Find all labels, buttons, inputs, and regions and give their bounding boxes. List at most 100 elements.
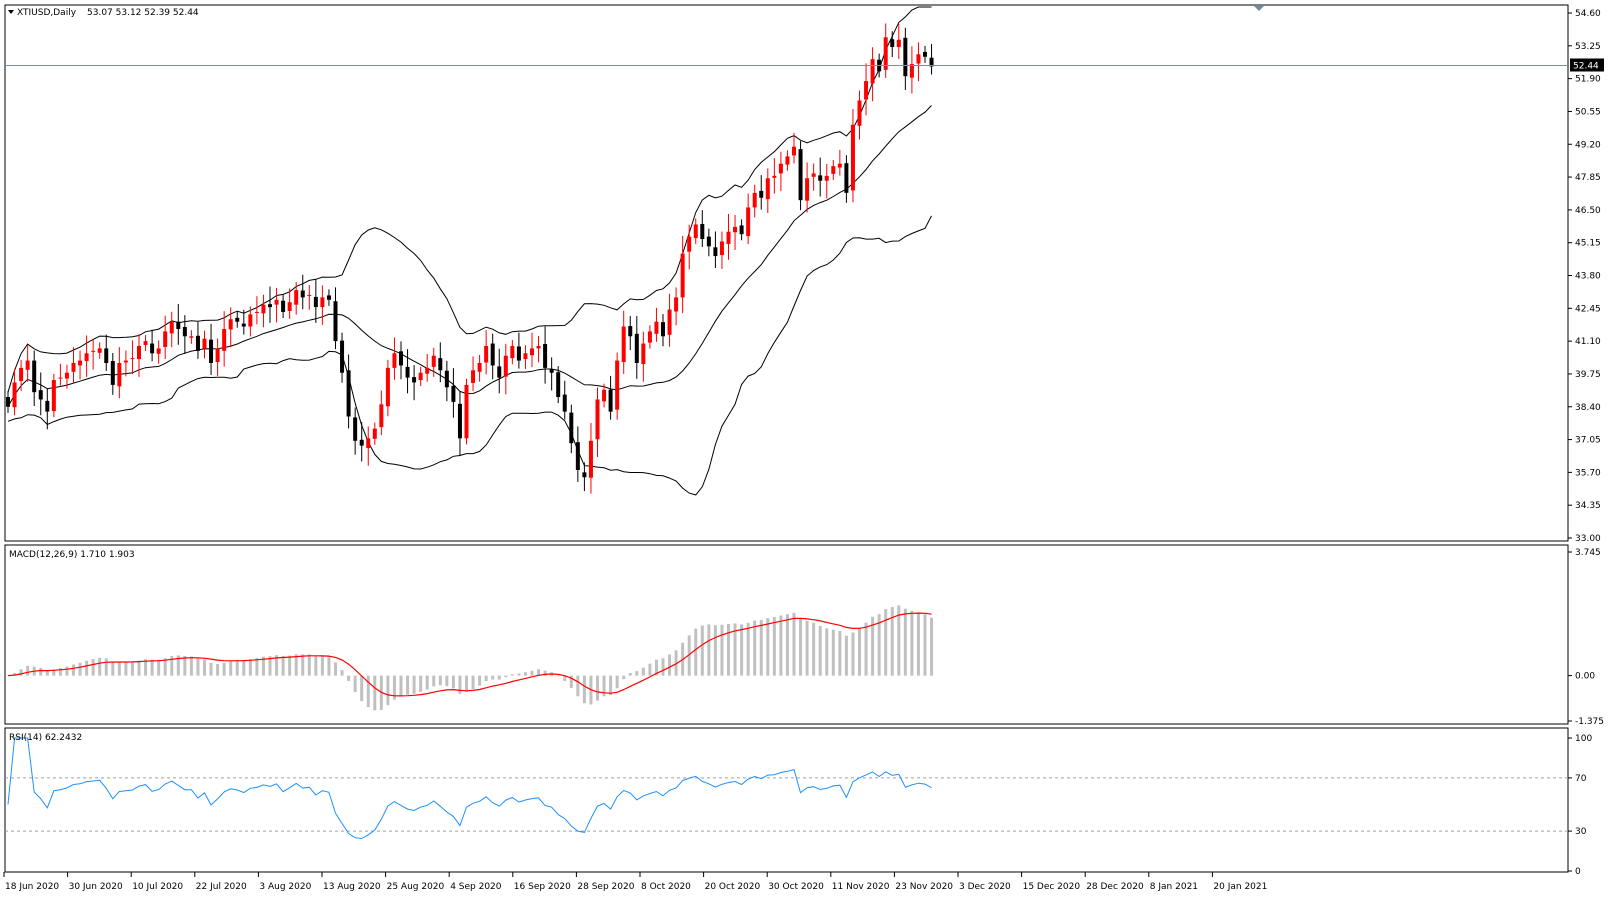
candle <box>438 342 443 383</box>
candle <box>824 163 829 199</box>
candle-body <box>333 301 338 342</box>
candle-body <box>222 328 227 351</box>
candle-body <box>680 253 685 298</box>
candle <box>287 288 292 320</box>
candle-body <box>719 241 724 256</box>
menu-triangle-icon[interactable] <box>8 10 14 14</box>
candle <box>268 286 272 323</box>
candle <box>235 311 240 328</box>
candle <box>392 337 397 380</box>
candle-body <box>713 247 718 257</box>
candle <box>412 365 417 401</box>
candle-body <box>516 346 521 361</box>
candle <box>97 342 102 359</box>
candle-body <box>392 353 397 368</box>
price-panel: XTIUSD,Daily 53.07 53.12 52.39 52.44 54.… <box>4 4 1604 544</box>
candle <box>503 343 508 395</box>
candle-body <box>412 377 417 383</box>
candle <box>850 109 855 203</box>
candle <box>621 310 626 374</box>
candle-body <box>811 173 816 177</box>
candle-body <box>896 39 901 48</box>
candle <box>798 141 803 211</box>
candle <box>569 404 574 454</box>
candle <box>326 289 331 306</box>
candle <box>549 357 554 391</box>
candle <box>530 332 534 368</box>
candle <box>163 315 168 359</box>
candle-body <box>228 319 233 330</box>
candle <box>38 372 43 416</box>
candle <box>366 426 371 466</box>
candle-body <box>857 100 862 126</box>
candle <box>857 90 862 140</box>
candle <box>340 332 345 383</box>
candle <box>117 347 122 399</box>
candle <box>156 340 161 364</box>
ohlc-header: 53.07 53.12 52.39 52.44 <box>87 8 199 18</box>
candle-body <box>883 37 888 70</box>
candle <box>916 42 921 82</box>
candle-body <box>215 348 220 363</box>
candle <box>903 27 908 91</box>
candle-body <box>792 146 796 156</box>
candle-body <box>641 343 646 364</box>
candle-body <box>353 417 358 441</box>
candle <box>209 323 214 375</box>
candle <box>864 63 869 116</box>
price-tick-label: 43.80 <box>1575 272 1601 282</box>
time-tick-label: 3 Dec 2020 <box>959 882 1011 892</box>
candle <box>523 345 528 370</box>
candle-body <box>595 399 600 440</box>
candle-body <box>32 360 37 393</box>
candle-body <box>84 353 89 362</box>
candle-body <box>523 353 528 360</box>
candle <box>687 224 692 270</box>
candle <box>674 287 679 326</box>
candle-body <box>608 389 613 412</box>
candle-body <box>405 366 410 378</box>
candle <box>104 334 109 372</box>
candle-body <box>281 300 286 312</box>
candle-body <box>169 321 174 334</box>
candle-body <box>556 372 561 398</box>
candle <box>706 228 711 257</box>
chart-shift-marker-icon[interactable] <box>1254 6 1264 11</box>
time-tick-label: 23 Nov 2020 <box>895 882 953 892</box>
candle-body <box>903 37 908 77</box>
candle-body <box>287 302 292 311</box>
time-tick-label: 28 Dec 2020 <box>1086 882 1144 892</box>
candle <box>818 157 823 197</box>
candle-body <box>320 297 325 308</box>
candle <box>615 352 620 420</box>
candle <box>195 321 200 359</box>
time-tick-label: 8 Oct 2020 <box>641 882 691 892</box>
candle-body <box>399 351 403 366</box>
candle <box>320 285 325 325</box>
candle-body <box>248 314 253 327</box>
price-tick-label: 42.45 <box>1575 304 1601 314</box>
price-tick-label: 34.35 <box>1575 501 1601 511</box>
candle-body <box>621 326 626 363</box>
candle <box>189 330 194 344</box>
candle-body <box>562 394 567 412</box>
candle-body <box>536 345 541 349</box>
candle <box>641 331 646 382</box>
rsi-tick-label: 70 <box>1575 774 1587 784</box>
candle <box>45 389 50 430</box>
candle <box>281 294 286 319</box>
candle-body <box>464 384 469 439</box>
candle <box>510 339 515 365</box>
candle-body <box>844 163 849 193</box>
candle <box>353 407 358 455</box>
macd-title: MACD(12,26,9) 1.710 1.903 <box>9 550 135 560</box>
candle <box>228 307 233 348</box>
candle-body <box>929 57 934 67</box>
macd-panel-frame <box>4 544 1569 725</box>
candle <box>399 341 403 380</box>
rsi-tick-label: 0 <box>1575 867 1581 877</box>
candle <box>130 340 135 374</box>
candle-body <box>726 231 731 244</box>
candle <box>333 287 338 350</box>
